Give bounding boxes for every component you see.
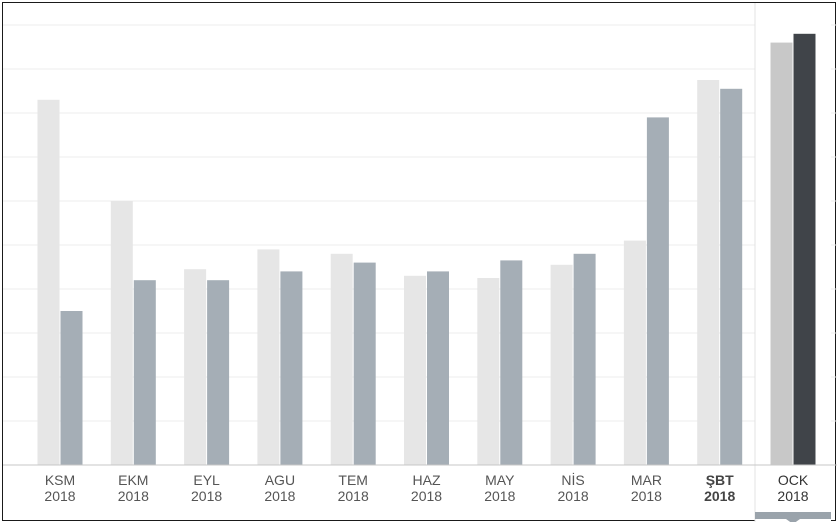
x-tick-year-label: 2018	[411, 488, 442, 504]
bar-may-series-1[interactable]	[477, 278, 500, 465]
bar-ksm-series-1[interactable]	[37, 99, 60, 466]
bar-eyl-series-1[interactable]	[184, 269, 207, 465]
selection-indicator-arrow	[786, 519, 800, 522]
bar-ekm-series-1[interactable]	[110, 201, 133, 465]
x-tick-year-label: 2018	[484, 488, 515, 504]
x-tick-year-label: 2018	[631, 488, 662, 504]
x-tick-year-label: 2018	[338, 488, 369, 504]
bar-ekm-series-2[interactable]	[133, 280, 156, 465]
bars	[37, 33, 816, 466]
x-tick-year-label: 2018	[191, 488, 222, 504]
x-tick-month-label: TEM	[338, 472, 368, 488]
x-tick-year-label: 2018	[118, 488, 149, 504]
bar-ni̇s-series-2[interactable]	[573, 253, 596, 465]
bar-agu-series-2[interactable]	[280, 271, 303, 465]
x-tick-year-label: 2018	[44, 488, 75, 504]
bar-ock-series-2[interactable]	[793, 33, 816, 466]
bar-tem-series-1[interactable]	[330, 253, 353, 465]
x-tick-month-label: NİS	[561, 471, 584, 488]
x-tick-month-label: KSM	[45, 472, 75, 488]
x-tick-month-label: EKM	[118, 472, 148, 488]
bar-chart: KSM2018EKM2018EYL2018AGU2018TEM2018HAZ20…	[3, 3, 837, 522]
bar-şbt-series-2[interactable]	[720, 88, 743, 466]
bar-agu-series-1[interactable]	[257, 249, 280, 465]
bar-may-series-2[interactable]	[500, 260, 523, 465]
x-tick-month-label: ŞBT	[706, 472, 734, 488]
x-tick-month-label: AGU	[265, 472, 295, 488]
x-tick-year-label: 2018	[777, 488, 808, 504]
bar-mar-series-2[interactable]	[646, 117, 669, 466]
bar-mar-series-1[interactable]	[623, 240, 646, 465]
bar-ni̇s-series-1[interactable]	[550, 264, 573, 465]
bar-eyl-series-2[interactable]	[207, 280, 230, 465]
x-tick-month-label: MAY	[485, 472, 515, 488]
x-tick-labels: KSM2018EKM2018EYL2018AGU2018TEM2018HAZ20…	[44, 471, 808, 504]
bar-haz-series-1[interactable]	[404, 275, 426, 465]
selected-column-highlight[interactable]	[754, 3, 831, 522]
selection-indicator-bar	[755, 512, 831, 519]
x-tick-year-label: 2018	[558, 488, 589, 504]
x-tick-month-label: HAZ	[413, 472, 441, 488]
bar-ock-series-1[interactable]	[770, 42, 793, 465]
bar-şbt-series-1[interactable]	[697, 80, 720, 465]
bar-tem-series-2[interactable]	[353, 262, 376, 465]
bar-haz-series-2[interactable]	[427, 271, 449, 465]
selected-column-panel[interactable]	[755, 3, 831, 522]
x-tick-year-label: 2018	[704, 488, 735, 504]
x-tick-month-label: OCK	[778, 472, 809, 488]
bar-ksm-series-2[interactable]	[60, 311, 83, 465]
x-tick-year-label: 2018	[264, 488, 295, 504]
x-tick-month-label: MAR	[631, 472, 662, 488]
x-tick-month-label: EYL	[193, 472, 220, 488]
